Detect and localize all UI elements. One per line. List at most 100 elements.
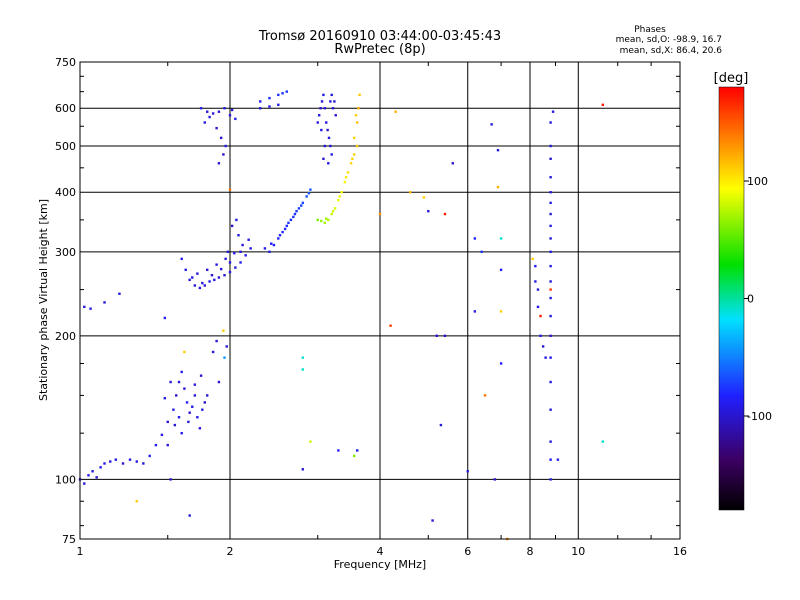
data-point — [549, 212, 552, 216]
data-point — [203, 284, 206, 287]
data-point — [496, 148, 500, 152]
data-point — [196, 272, 199, 275]
data-point — [473, 237, 477, 240]
data-point — [183, 350, 186, 354]
y-tick-label: 300 — [55, 246, 76, 259]
colorbar-label: [deg] — [714, 71, 749, 86]
data-point — [277, 103, 280, 107]
data-point — [230, 108, 234, 112]
data-point — [135, 460, 138, 463]
data-point — [211, 112, 215, 115]
data-point — [480, 250, 483, 254]
data-point — [536, 288, 540, 291]
data-point — [268, 250, 271, 254]
data-point — [223, 107, 226, 110]
data-point — [322, 157, 325, 161]
data-point — [549, 264, 552, 268]
data-point — [337, 198, 340, 202]
data-point — [99, 466, 102, 469]
data-point — [322, 93, 325, 97]
data-point — [188, 411, 191, 414]
data-point — [549, 458, 552, 461]
data-point — [230, 224, 234, 228]
data-point — [83, 482, 86, 485]
data-point — [185, 401, 189, 404]
data-point — [323, 221, 327, 225]
data-point — [334, 114, 337, 117]
data-point — [191, 276, 194, 279]
plot-frame — [79, 61, 681, 540]
data-point — [443, 334, 447, 338]
data-point — [325, 217, 328, 220]
data-point — [148, 454, 151, 458]
data-point — [499, 268, 503, 272]
data-point — [233, 252, 236, 255]
data-point — [193, 394, 197, 397]
data-point — [234, 117, 237, 121]
data-point — [210, 273, 214, 277]
data-point — [228, 114, 232, 117]
data-point — [329, 144, 332, 148]
data-point — [187, 420, 190, 424]
data-point — [193, 383, 197, 386]
y-tick-label: 500 — [55, 140, 76, 153]
y-tick-label: 600 — [55, 102, 76, 115]
data-point — [549, 191, 552, 194]
data-point — [549, 201, 552, 205]
data-point — [355, 144, 359, 148]
data-point — [188, 278, 191, 282]
data-point — [549, 478, 552, 481]
y-tick-label: 200 — [55, 330, 76, 343]
data-point — [355, 121, 359, 124]
data-point — [327, 218, 330, 222]
data-point — [297, 207, 301, 210]
data-point — [355, 449, 359, 452]
data-point — [305, 195, 308, 198]
data-point — [427, 209, 430, 213]
data-point — [309, 440, 312, 443]
data-point — [331, 209, 335, 213]
data-point — [272, 243, 276, 247]
data-point — [283, 227, 287, 231]
data-point — [295, 209, 298, 213]
data-point — [234, 266, 237, 269]
data-point — [222, 329, 225, 332]
data-point — [326, 128, 329, 132]
data-point — [217, 380, 221, 384]
data-point — [499, 362, 503, 365]
data-point — [217, 110, 221, 113]
data-point — [198, 427, 202, 430]
data-point — [354, 114, 358, 117]
data-point — [549, 314, 552, 318]
phase-stats-o: mean, sd,O: -98.9, 16.7 — [616, 35, 722, 45]
data-point — [319, 107, 322, 110]
data-point — [173, 423, 177, 427]
phase-stats-x: mean, sd,X: 86.4, 20.6 — [620, 46, 723, 56]
data-point — [378, 212, 382, 216]
data-point — [499, 237, 503, 240]
y-tick-label: 100 — [55, 473, 76, 486]
data-point — [493, 478, 497, 481]
data-point — [601, 440, 605, 443]
data-point — [224, 257, 227, 261]
data-point — [466, 470, 469, 473]
data-point — [219, 136, 223, 140]
data-point — [300, 204, 303, 207]
data-point — [215, 339, 218, 343]
data-point — [95, 476, 98, 479]
data-point — [205, 268, 209, 272]
x-tick-label: 6 — [464, 545, 471, 558]
data-point — [301, 368, 305, 371]
data-point — [211, 350, 215, 354]
data-point — [330, 212, 333, 216]
data-point — [109, 460, 112, 463]
data-point — [435, 334, 438, 338]
data-point — [549, 157, 552, 161]
data-point — [180, 431, 183, 435]
data-point — [352, 136, 356, 140]
x-tick-label: 10 — [571, 545, 585, 558]
data-point — [118, 292, 121, 295]
x-axis-ticks: 1 2 4 6 8 10 16 — [77, 62, 687, 558]
data-point — [549, 176, 552, 179]
data-point — [549, 356, 552, 359]
